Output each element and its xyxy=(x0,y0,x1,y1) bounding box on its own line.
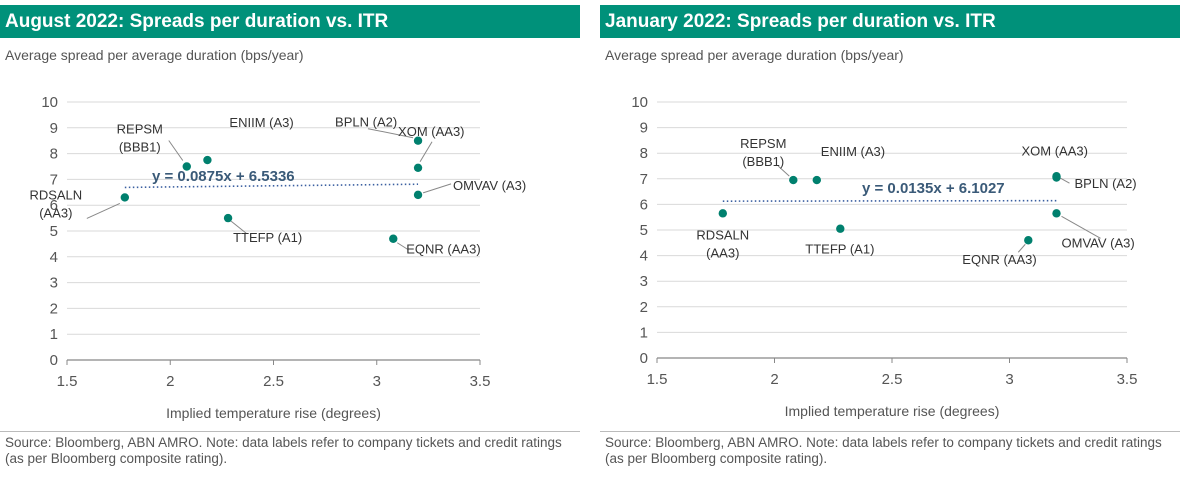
y-tick-label: 10 xyxy=(41,94,58,111)
y-tick-label: 9 xyxy=(50,120,58,137)
point-label: OMVAV (A3) xyxy=(1062,235,1135,250)
trendline xyxy=(124,183,419,189)
label-leader-line xyxy=(1017,243,1026,253)
chart-panel-january: January 2022: Spreads per duration vs. I… xyxy=(600,5,1180,473)
point-label: XOM (AA3) xyxy=(398,124,464,139)
label-leader-line xyxy=(367,128,414,139)
x-tick-label: 3 xyxy=(373,373,381,390)
y-tick-label: 0 xyxy=(640,350,648,367)
scatter-chart-january: 0 1 2 3 4 5 6 7 8 9 10 1.5 2 2.5 3 3.5 Implied temperatu… xyxy=(631,94,1138,419)
y-tick-label: 6 xyxy=(50,197,58,214)
point-label: (AA3) xyxy=(39,205,72,220)
label-leader-line xyxy=(422,183,452,194)
data-point xyxy=(223,213,233,223)
chart-title: August 2022: Spreads per duration vs. IT… xyxy=(0,5,580,38)
x-tick-label: 1.5 xyxy=(647,371,668,388)
point-label: REPSM xyxy=(117,122,163,137)
y-tick-label: 8 xyxy=(50,146,58,163)
x-axis-title: Implied temperature rise (degrees) xyxy=(166,405,381,421)
data-point xyxy=(812,175,821,185)
x-tick-label: 3.5 xyxy=(1117,371,1138,388)
point-label: XOM (AA3) xyxy=(1022,144,1088,159)
x-tick-label: 1.5 xyxy=(57,373,78,390)
point-label: TTEFP (A1) xyxy=(233,230,302,245)
chart-subtitle: Average spread per average duration (bps… xyxy=(5,47,304,63)
data-point xyxy=(789,175,798,185)
footer-divider xyxy=(0,431,580,432)
scatter-chart-august: 0 1 2 3 4 5 6 7 8 9 10 1.5 2 2.5 3 3.5 Implied temperatu… xyxy=(29,94,526,421)
point-label: EQNR (AA3) xyxy=(406,242,480,257)
data-point xyxy=(836,224,845,233)
data-point xyxy=(413,190,423,200)
y-tick-label: 8 xyxy=(640,145,648,162)
data-point xyxy=(1052,172,1061,181)
trendline-equation: y = 0.0135x + 6.1027 xyxy=(862,180,1005,197)
data-point xyxy=(389,234,398,243)
y-tick-label: 4 xyxy=(640,248,648,265)
label-leader-line xyxy=(230,220,247,234)
label-leader-line xyxy=(397,242,409,251)
point-label: EQNR (AA3) xyxy=(962,252,1036,267)
source-note: Source: Bloomberg, ABN AMRO. Note: data … xyxy=(5,435,562,466)
point-label: OMVAV (A3) xyxy=(453,178,526,193)
point-label: TTEFP (A1) xyxy=(805,242,874,257)
point-label: ENIIM (A3) xyxy=(821,144,885,159)
point-label: BPLN (A2) xyxy=(335,115,397,130)
y-tick-label: 4 xyxy=(50,249,58,266)
chart-panel-august: August 2022: Spreads per duration vs. IT… xyxy=(0,5,580,473)
y-tick-label: 5 xyxy=(50,223,58,240)
data-point xyxy=(718,209,727,218)
y-tick-label: 1 xyxy=(640,324,648,341)
x-tick-label: 3 xyxy=(1005,371,1013,388)
point-label: RDSALN xyxy=(29,187,82,202)
y-tick-label: 6 xyxy=(640,196,648,213)
y-tick-label: 7 xyxy=(50,171,58,188)
data-point xyxy=(413,163,423,172)
y-tick-label: 0 xyxy=(50,352,58,369)
y-tick-label: 3 xyxy=(50,275,58,292)
y-tick-label: 9 xyxy=(640,120,648,137)
point-label: RDSALN xyxy=(696,227,749,242)
y-tick-label: 5 xyxy=(640,222,648,239)
x-tick-label: 3.5 xyxy=(470,373,491,390)
chart-title: January 2022: Spreads per duration vs. I… xyxy=(600,5,1180,38)
label-leader-line xyxy=(1061,215,1101,239)
point-label: BPLN (A2) xyxy=(1075,176,1137,191)
point-label: (BBB1) xyxy=(742,154,784,169)
point-label: ENIIM (A3) xyxy=(229,115,293,130)
label-leader-line xyxy=(168,140,184,161)
data-point xyxy=(1024,236,1033,245)
point-label: (AA3) xyxy=(706,245,739,260)
chart-subtitle: Average spread per average duration (bps… xyxy=(605,47,904,63)
y-tick-label: 2 xyxy=(50,300,58,317)
x-tick-label: 2 xyxy=(166,373,174,390)
x-tick-label: 2.5 xyxy=(882,371,903,388)
data-point xyxy=(182,162,191,171)
point-label: REPSM xyxy=(740,136,786,151)
data-point xyxy=(120,193,130,202)
label-leader-line xyxy=(1060,177,1070,184)
data-point xyxy=(413,136,423,145)
label-leader-line xyxy=(777,165,790,177)
x-tick-label: 2 xyxy=(770,371,778,388)
x-tick-label: 2.5 xyxy=(263,373,284,390)
source-note: Source: Bloomberg, ABN AMRO. Note: data … xyxy=(605,435,1162,466)
trendline-equation: y = 0.0875x + 6.5336 xyxy=(152,168,295,185)
y-tick-label: 3 xyxy=(640,273,648,290)
label-leader-line xyxy=(419,141,433,163)
label-leader-line xyxy=(86,203,121,219)
y-tick-label: 1 xyxy=(50,326,58,343)
y-tick-label: 2 xyxy=(640,299,648,316)
data-point xyxy=(203,155,212,165)
y-tick-label: 7 xyxy=(640,171,648,188)
y-tick-label: 10 xyxy=(631,94,648,111)
footer-divider xyxy=(600,431,1180,432)
x-axis-title: Implied temperature rise (degrees) xyxy=(785,403,1000,419)
data-point xyxy=(1052,209,1061,218)
point-label: (BBB1) xyxy=(119,140,161,155)
